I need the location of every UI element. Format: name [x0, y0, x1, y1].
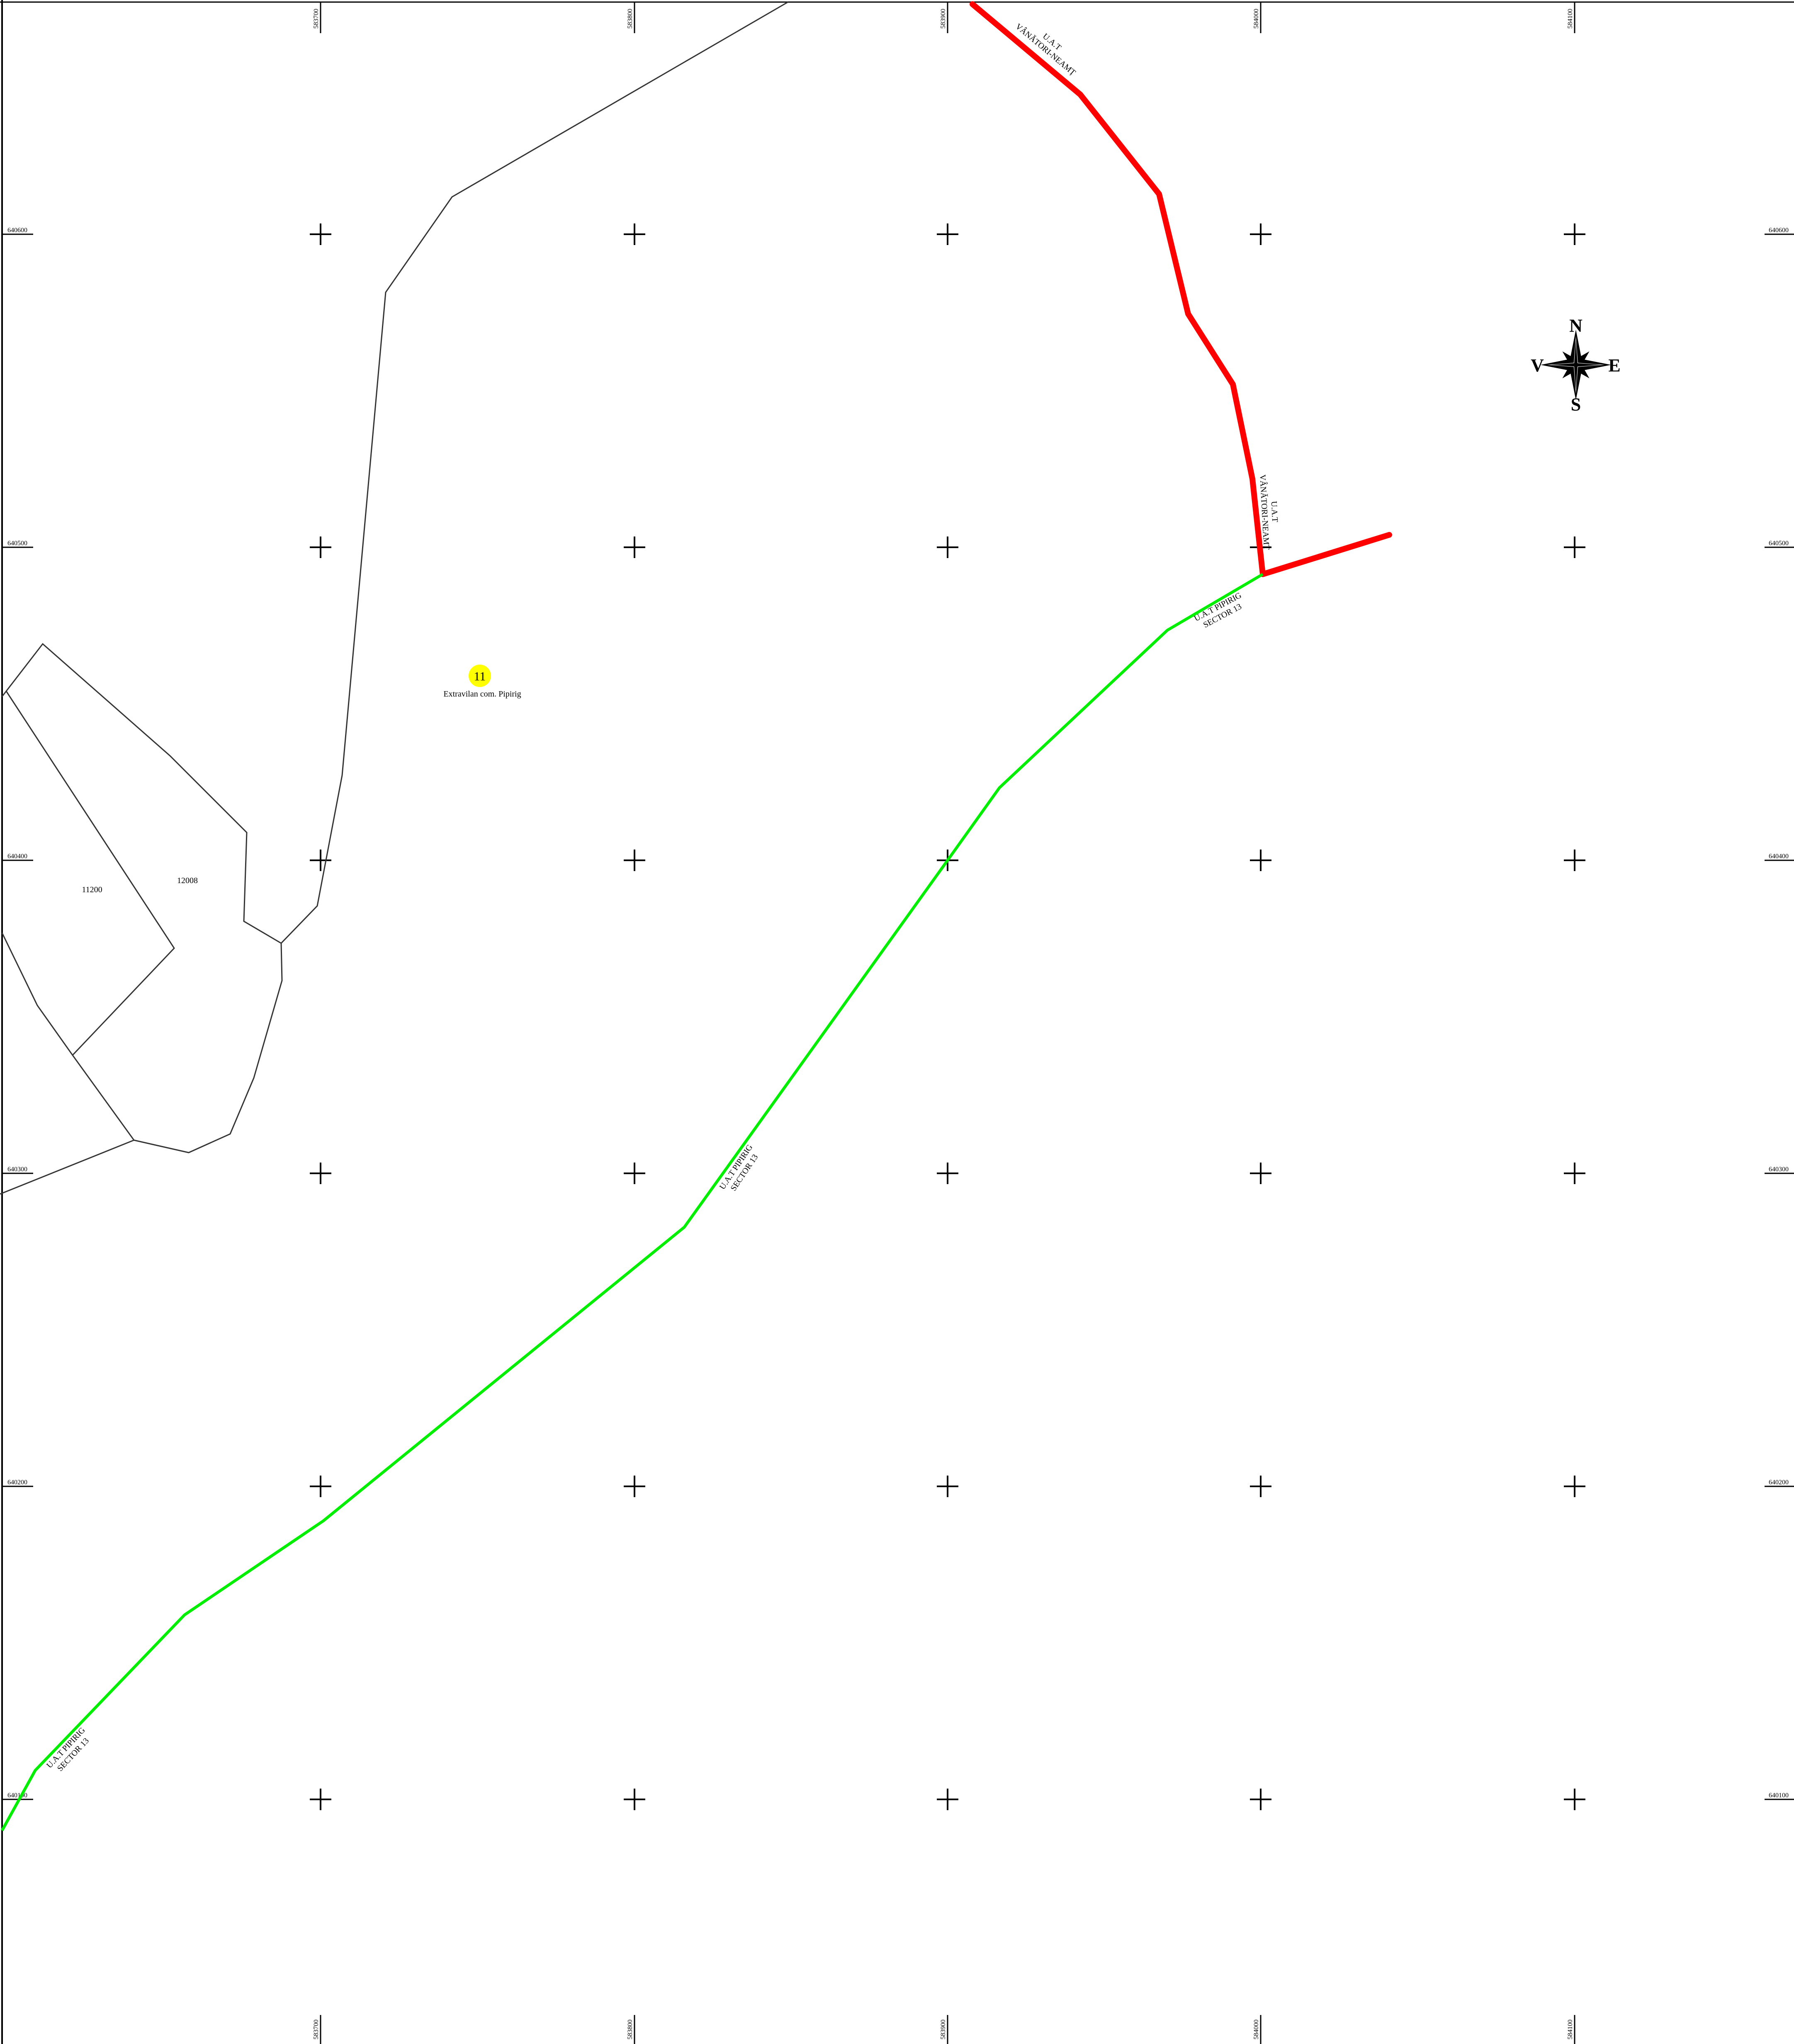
grid-y-label-right: 640300 — [1769, 1166, 1789, 1173]
grid-cross — [937, 1789, 958, 1810]
grid-cross — [624, 1789, 645, 1810]
grid-x-label-top: 583900 — [940, 9, 947, 29]
grid-x-label-bottom: 583700 — [313, 2020, 320, 2039]
grid-y-label-left: 640200 — [7, 1479, 27, 1486]
grid-x-label-top: 584000 — [1253, 9, 1260, 29]
grid-x-label-top: 583700 — [313, 9, 320, 29]
grid-x-label-top: 583800 — [627, 9, 634, 29]
marker-number: 11 — [474, 670, 486, 683]
grid-y-label-left: 640400 — [7, 853, 27, 860]
grid-y-label-right: 640100 — [1769, 1792, 1789, 1799]
parcel-label-11200: 11200 — [82, 885, 102, 894]
compass-south-label: S — [1571, 394, 1581, 415]
grid-cross — [624, 850, 645, 871]
grid-y-label-left: 640600 — [7, 227, 27, 234]
grid-y-label-left: 640500 — [7, 540, 27, 547]
grid-x-label-bottom: 583800 — [627, 2020, 634, 2039]
grid-x-label-bottom: 584100 — [1567, 2020, 1574, 2039]
compass-rose: N S E V — [1531, 316, 1621, 415]
grid-cross — [937, 1163, 958, 1184]
boundary-line-vanatori-neamt — [970, 1, 1392, 577]
grid-y-label-left: 640300 — [7, 1166, 27, 1173]
grid-cross — [937, 536, 958, 558]
grid-cross — [1564, 1476, 1585, 1497]
grid-cross — [310, 536, 331, 558]
parcel-line-main — [134, 1, 788, 1153]
grid-cross — [1564, 536, 1585, 558]
grid-cross — [310, 850, 331, 871]
grid-cross — [1250, 223, 1271, 245]
grid-cross — [937, 223, 958, 245]
grid-cross — [1564, 1163, 1585, 1184]
grid-cross — [310, 1476, 331, 1497]
grid-cross — [1250, 1789, 1271, 1810]
marker-place-label: Extravilan com. Pipirig — [443, 689, 521, 699]
compass-star-core — [1551, 340, 1601, 390]
parcel-line-wedge — [1, 643, 282, 944]
grid-x-label-top: 584100 — [1567, 9, 1574, 29]
boundary-line-pipirig — [0, 573, 1264, 1831]
grid-crosses — [310, 223, 1585, 1810]
grid-cross — [624, 1163, 645, 1184]
grid-y-label-right: 640500 — [1769, 540, 1789, 547]
grid-x-label-bottom: 584000 — [1253, 2020, 1260, 2039]
compass-east-label: E — [1608, 355, 1620, 376]
grid-cross — [624, 536, 645, 558]
grid-cross — [1250, 1163, 1271, 1184]
grid-cross — [624, 223, 645, 245]
grid-y-label-right: 640600 — [1769, 227, 1789, 234]
grid-y-label-right: 640400 — [1769, 853, 1789, 860]
compass-west-label: V — [1531, 355, 1544, 376]
svg-text:U.A.T: U.A.T — [1269, 501, 1280, 522]
grid-cross — [310, 1163, 331, 1184]
grid-cross — [310, 1789, 331, 1810]
parcel-line-lower — [0, 932, 135, 1195]
grid-cross — [310, 223, 331, 245]
parcel-line-inner — [5, 691, 175, 1056]
grid-cross — [1564, 1789, 1585, 1810]
grid-cross — [1250, 850, 1271, 871]
parcel-label-12008: 12008 — [177, 876, 198, 885]
grid-cross — [1564, 850, 1585, 871]
grid-cross — [624, 1476, 645, 1497]
compass-north-label: N — [1569, 316, 1583, 336]
area-marker: 11 Extravilan com. Pipirig — [443, 665, 521, 699]
grid-y-label-right: 640200 — [1769, 1479, 1789, 1486]
grid-x-label-bottom: 583900 — [940, 2020, 947, 2039]
parcel-boundaries — [0, 1, 788, 1195]
grid-cross — [937, 1476, 958, 1497]
marker-circle — [469, 665, 491, 687]
grid-cross — [1250, 1476, 1271, 1497]
grid-cross — [1564, 223, 1585, 245]
